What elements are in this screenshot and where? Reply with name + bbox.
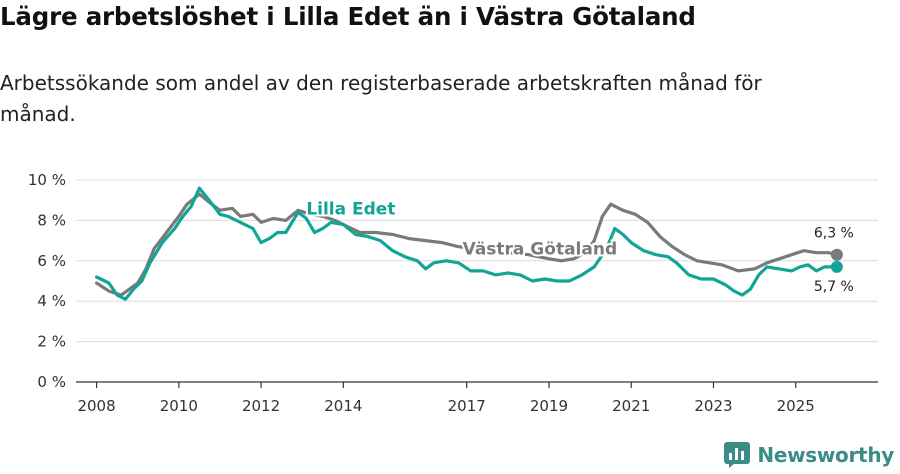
x-tick-label: 2008: [77, 397, 115, 415]
end-point-vastra-gotaland: [830, 248, 843, 261]
y-tick-label: 8 %: [37, 211, 66, 229]
x-tick-label: 2012: [242, 397, 280, 415]
chart-subtitle: Arbetssökande som andel av den registerb…: [0, 71, 762, 126]
newsworthy-logo-icon: [724, 442, 751, 468]
y-tick-label: 4 %: [37, 292, 66, 310]
series-line-lilla-edet: [95, 186, 839, 301]
y-tick-label: 6 %: [37, 252, 66, 270]
x-tick-label: 2019: [530, 397, 568, 415]
brand-logo: Newsworthy: [724, 442, 894, 468]
x-tick-label: 2017: [448, 397, 486, 415]
end-value-label-vastra-gotaland: 6,3 %: [814, 226, 854, 242]
x-tick-label: 2023: [694, 397, 732, 415]
brand-name: Newsworthy: [757, 443, 894, 467]
y-tick-label: 2 %: [37, 333, 66, 351]
end-point-lilla-edet: [830, 260, 843, 273]
chart-title: Lägre arbetslöshet i Lilla Edet än i Väs…: [0, 2, 696, 31]
x-tick-label: 2025: [777, 397, 815, 415]
end-value-label-lilla-edet: 5,7 %: [814, 279, 854, 295]
y-tick-label: 10 %: [28, 171, 66, 189]
x-tick-label: 2014: [324, 397, 362, 415]
x-tick-label: 2010: [160, 397, 198, 415]
x-tick-label: 2021: [612, 397, 650, 415]
series-label-lilla-edet: Lilla Edet: [306, 199, 395, 219]
series-label-vastra-gotaland: Västra Götaland: [463, 240, 618, 260]
y-tick-label: 0 %: [37, 373, 66, 391]
